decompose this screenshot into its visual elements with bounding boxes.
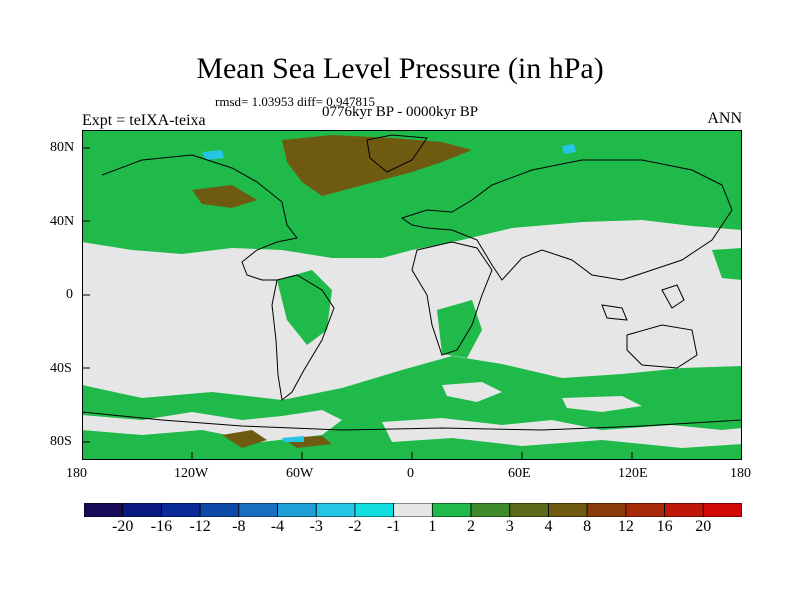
lon-label-180w: 180 — [66, 466, 87, 481]
experiment-text: Expt = teIXA-teixa — [82, 112, 206, 129]
colorbar-label: -20 — [112, 518, 134, 535]
colorbar-swatch — [238, 503, 278, 517]
colorbar-label: 20 — [695, 518, 712, 535]
season-text: ANN — [707, 110, 742, 127]
colorbar-label: -3 — [309, 518, 323, 535]
colorbar-label: 4 — [544, 518, 553, 535]
lat-label-80s: 80S — [50, 434, 72, 449]
colorbar-label: 3 — [505, 518, 514, 535]
colorbar-label: -12 — [189, 518, 211, 535]
colorbar-swatch — [702, 503, 742, 517]
lon-label-180e: 180 — [730, 466, 751, 481]
colorbar-swatch — [84, 503, 124, 517]
colorbar-label: 1 — [428, 518, 437, 535]
colorbar-label: -4 — [270, 518, 285, 535]
colorbar-swatch — [586, 503, 627, 517]
colorbar-swatch — [431, 503, 472, 517]
lon-label-120e: 120E — [618, 466, 648, 481]
colorbar-label: 12 — [617, 518, 634, 535]
colorbar-swatch — [470, 503, 511, 517]
colorbar-label: -1 — [386, 518, 401, 535]
colorbar-swatch — [354, 503, 395, 517]
colorbar-swatch — [548, 503, 588, 517]
colorbar-swatch — [393, 503, 433, 517]
period-text: 0776kyr BP - 0000kyr BP — [322, 104, 479, 120]
map-title: Mean Sea Level Pressure (in hPa) — [196, 52, 604, 85]
pressure-map — [82, 130, 742, 460]
lon-label-60e: 60E — [508, 466, 531, 481]
colorbar-label: -2 — [348, 518, 362, 535]
negative-anomaly-regions — [202, 144, 576, 442]
neutral-bands — [82, 382, 742, 448]
strong-positive-regions — [192, 135, 472, 448]
colorbar-swatch — [625, 503, 665, 517]
axis-ticks — [82, 147, 633, 460]
colorbar-swatch — [315, 503, 356, 517]
colorbar-label: -8 — [232, 518, 246, 535]
colorbar-swatch — [509, 503, 549, 517]
lat-label-0: 0 — [66, 287, 73, 302]
colorbar-label: 2 — [467, 518, 476, 535]
lat-label-40n: 40N — [50, 214, 75, 229]
colorbar-swatch — [277, 503, 317, 517]
colorbar-swatch — [199, 503, 240, 517]
colorbar — [84, 503, 742, 517]
lon-label-60w: 60W — [286, 466, 314, 481]
colorbar-label: 16 — [656, 518, 673, 535]
lat-label-40s: 40S — [50, 361, 72, 376]
colorbar-label: 8 — [583, 518, 592, 535]
colorbar-label: -16 — [150, 518, 173, 535]
lon-label-120w: 120W — [174, 466, 209, 481]
lat-label-80n: 80N — [50, 140, 75, 155]
colorbar-swatch — [122, 503, 162, 517]
colorbar-swatch — [161, 503, 201, 517]
colorbar-swatch — [664, 503, 704, 517]
stats-text: rmsd= 1.03953 diff= 0.947815 — [215, 94, 375, 109]
coastlines — [82, 134, 742, 431]
lon-label-0: 0 — [407, 466, 414, 481]
